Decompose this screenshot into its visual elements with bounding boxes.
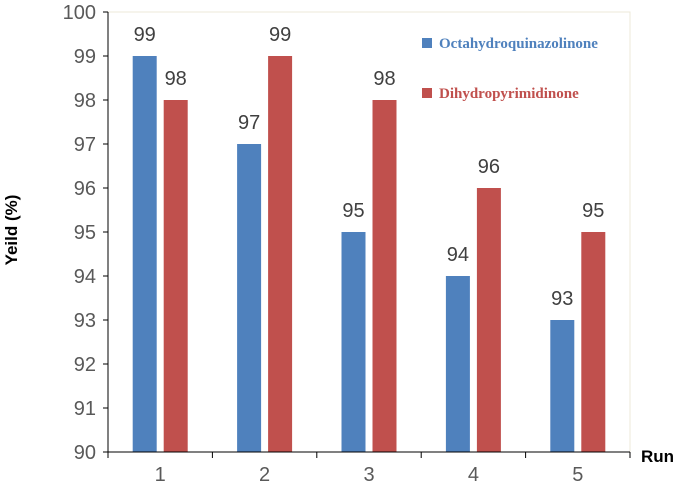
y-tick-label: 96 xyxy=(74,178,96,200)
y-tick-label: 97 xyxy=(74,134,96,156)
y-tick-label: 94 xyxy=(74,266,96,288)
x-tick-label: 4 xyxy=(468,464,479,486)
x-tick-label: 1 xyxy=(155,464,166,486)
bar xyxy=(372,100,397,452)
x-axis-ticks: 1 2 3 4 5 xyxy=(107,452,631,486)
legend-swatch xyxy=(422,38,432,48)
y-axis-title: Yeild (%) xyxy=(2,195,21,266)
data-labels-group: 99 97 95 94 93 98 99 98 96 95 xyxy=(134,24,605,310)
y-axis-ticks: 90 91 92 93 94 95 96 97 98 99 100 xyxy=(63,2,108,464)
data-label: 98 xyxy=(165,68,187,90)
data-label: 96 xyxy=(478,156,500,178)
y-tick-label: 95 xyxy=(74,222,96,244)
bars-group xyxy=(132,56,606,452)
x-tick-label: 5 xyxy=(572,464,583,486)
data-label: 95 xyxy=(342,200,364,222)
x-tick-label: 2 xyxy=(259,464,270,486)
bar xyxy=(581,232,606,452)
y-tick-label: 98 xyxy=(74,90,96,112)
y-tick-label: 99 xyxy=(74,46,96,68)
bar xyxy=(268,56,293,452)
legend-label: Dihydropyrimidinone xyxy=(439,86,579,102)
y-tick-label: 93 xyxy=(74,310,96,332)
x-tick-label: 3 xyxy=(363,464,374,486)
x-axis-title: Run xyxy=(641,447,674,466)
data-label: 99 xyxy=(134,24,156,46)
y-tick-label: 90 xyxy=(74,442,96,464)
bar xyxy=(476,188,501,452)
legend-swatch xyxy=(422,88,432,98)
data-label: 99 xyxy=(269,24,291,46)
data-label: 98 xyxy=(373,68,395,90)
bar xyxy=(550,320,575,452)
bar xyxy=(237,144,262,452)
bar xyxy=(445,276,470,452)
legend: Octahydroquinazolinone Dihydropyrimidinon… xyxy=(422,36,598,102)
data-label: 97 xyxy=(238,112,260,134)
bar xyxy=(341,232,366,452)
bar xyxy=(163,100,188,452)
data-label: 95 xyxy=(582,200,604,222)
legend-label: Octahydroquinazolinone xyxy=(439,36,598,52)
data-label: 93 xyxy=(551,288,573,310)
y-tick-label: 91 xyxy=(74,398,96,420)
data-label: 94 xyxy=(447,244,469,266)
y-tick-label: 92 xyxy=(74,354,96,376)
y-tick-label: 100 xyxy=(63,2,96,24)
bar xyxy=(132,56,157,452)
